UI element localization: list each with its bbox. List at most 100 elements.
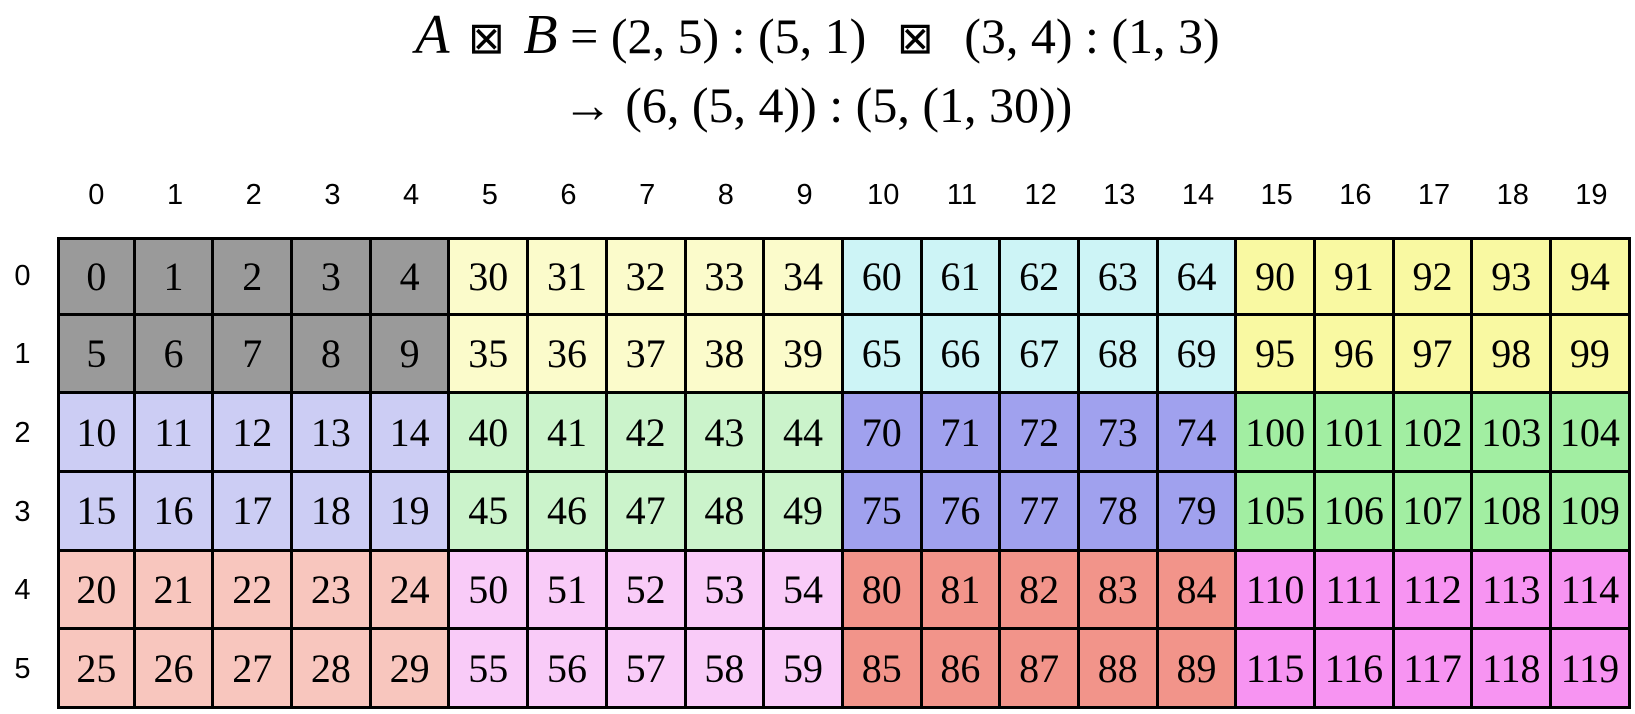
right-shape-expression: (3, 4) : (1, 3) xyxy=(964,8,1220,64)
grid-cell: 113 xyxy=(1473,551,1553,631)
column-header: 19 xyxy=(1575,179,1608,211)
grid-cell: 14 xyxy=(371,394,451,473)
grid-cell: 97 xyxy=(1394,315,1474,395)
grid-cell: 74 xyxy=(1158,394,1238,473)
grid-cell: 72 xyxy=(1001,394,1080,473)
grid-cell: 13 xyxy=(293,394,372,473)
grid-cell: 57 xyxy=(607,630,687,709)
grid-cell: 11 xyxy=(135,394,215,473)
row-header: 4 xyxy=(14,574,31,607)
grid-cell: 89 xyxy=(1158,630,1238,709)
left-shape-expression: (2, 5) : (5, 1) xyxy=(610,8,867,64)
grid-cell: 39 xyxy=(765,315,844,395)
grid-cell: 43 xyxy=(686,394,766,473)
grid-cell: 3 xyxy=(293,237,372,316)
operand-b: B xyxy=(523,4,558,66)
grid-corner-spacer xyxy=(0,166,57,237)
grid-cell: 15 xyxy=(57,472,136,552)
grid-cell: 107 xyxy=(1394,472,1474,552)
operand-a: A xyxy=(415,4,450,66)
grid-cell: 84 xyxy=(1158,551,1238,631)
column-header: 4 xyxy=(403,179,420,211)
grid-cell: 10 xyxy=(57,394,136,473)
grid-cell: 103 xyxy=(1473,394,1553,473)
grid-cell: 114 xyxy=(1552,551,1631,631)
grid-cell: 53 xyxy=(686,551,766,631)
grid-cell: 117 xyxy=(1394,630,1474,709)
grid-cell: 12 xyxy=(214,394,294,473)
grid-cell: 7 xyxy=(214,315,294,395)
grid-cell: 23 xyxy=(293,551,372,631)
grid-cell: 18 xyxy=(293,472,372,552)
grid-cell: 98 xyxy=(1473,315,1553,395)
grid-cell: 51 xyxy=(529,551,608,631)
grid-cell: 115 xyxy=(1237,630,1316,709)
grid-cell: 116 xyxy=(1316,630,1395,709)
row-header: 3 xyxy=(14,495,31,528)
grid-cell: 26 xyxy=(135,630,215,709)
grid-cell: 4 xyxy=(371,237,451,316)
grid-cell: 49 xyxy=(765,472,844,552)
grid-cell: 93 xyxy=(1473,237,1553,316)
grid-cell: 28 xyxy=(293,630,372,709)
grid-cell: 61 xyxy=(922,237,1002,316)
grid-cell: 81 xyxy=(922,551,1002,631)
grid-cell: 48 xyxy=(686,472,766,552)
grid-cell: 27 xyxy=(214,630,294,709)
grid-cell: 100 xyxy=(1237,394,1316,473)
column-header: 15 xyxy=(1260,179,1293,211)
grid-cell: 50 xyxy=(450,551,530,631)
grid-cell: 75 xyxy=(843,472,923,552)
column-header: 11 xyxy=(946,179,977,211)
column-header: 7 xyxy=(639,179,656,211)
equation-line-2-result: → (6, (5, 4)) : (5, (1, 30)) xyxy=(562,77,1073,133)
grid-cell: 106 xyxy=(1316,472,1395,552)
equals-sign: = xyxy=(570,8,599,64)
column-header: 17 xyxy=(1417,179,1451,211)
column-header: 16 xyxy=(1339,179,1372,211)
grid-cell: 44 xyxy=(765,394,844,473)
grid-cell: 60 xyxy=(843,237,923,316)
grid-cell: 8 xyxy=(293,315,372,395)
grid-cell: 70 xyxy=(843,394,923,473)
grid-cell: 80 xyxy=(843,551,923,631)
grid-cell: 91 xyxy=(1316,237,1395,316)
grid-cell: 66 xyxy=(922,315,1002,395)
row-header: 5 xyxy=(14,653,31,686)
grid-cell: 96 xyxy=(1316,315,1395,395)
column-header: 14 xyxy=(1181,179,1215,211)
grid-cell: 87 xyxy=(1001,630,1080,709)
grid-cell: 86 xyxy=(922,630,1002,709)
column-header: 3 xyxy=(324,179,341,211)
grid-cell: 32 xyxy=(607,237,687,316)
grid-cell: 35 xyxy=(450,315,530,395)
grid-cell: 17 xyxy=(214,472,294,552)
grid-cell: 77 xyxy=(1001,472,1080,552)
grid-cell: 56 xyxy=(529,630,608,709)
equation-title: A ⊠ B = (2, 5) : (5, 1) ⊠ (3, 4) : (1, 3… xyxy=(0,0,1635,138)
grid-cell: 65 xyxy=(843,315,923,395)
column-header: 5 xyxy=(481,179,498,211)
grid-cell: 101 xyxy=(1316,394,1395,473)
column-header: 1 xyxy=(166,179,184,211)
grid-cell: 82 xyxy=(1001,551,1080,631)
grid-cell: 64 xyxy=(1158,237,1238,316)
grid-cell: 105 xyxy=(1237,472,1316,552)
grid-cell: 38 xyxy=(686,315,766,395)
grid-cell: 40 xyxy=(450,394,530,473)
grid-cell: 76 xyxy=(922,472,1002,552)
grid-cell: 24 xyxy=(371,551,451,631)
grid-cell: 54 xyxy=(765,551,844,631)
grid-cell: 0 xyxy=(57,237,136,316)
grid-cell: 33 xyxy=(686,237,766,316)
grid-cell: 73 xyxy=(1079,394,1159,473)
grid-cell: 36 xyxy=(529,315,608,395)
grid-cell: 78 xyxy=(1079,472,1159,552)
grid-cell: 34 xyxy=(765,237,844,316)
grid-cell: 45 xyxy=(450,472,530,552)
column-header: 8 xyxy=(717,179,734,211)
grid-cell: 9 xyxy=(371,315,451,395)
column-header: 9 xyxy=(796,179,813,211)
column-header: 10 xyxy=(867,179,900,211)
